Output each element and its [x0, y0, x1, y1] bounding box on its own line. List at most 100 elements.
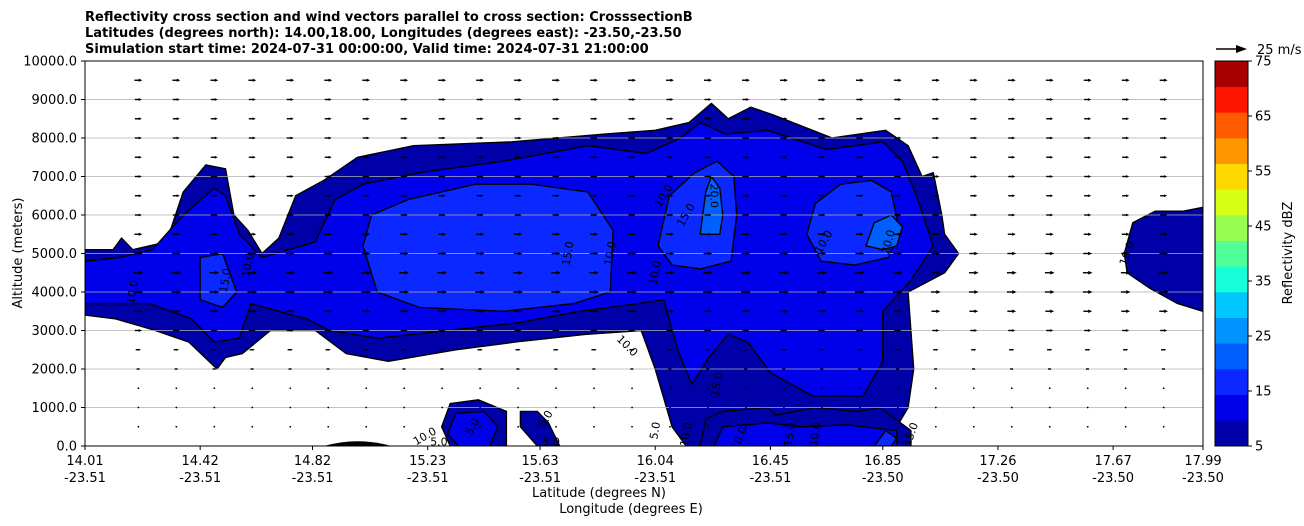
contour-label: 10.0 [678, 421, 695, 447]
wind-vector [403, 425, 406, 428]
wind-vector [1048, 425, 1051, 428]
wind-vector [930, 290, 941, 294]
wind-vector [1008, 155, 1016, 159]
wind-vector [1122, 175, 1130, 178]
contour-label: 10.0 [602, 240, 619, 266]
wind-vector [248, 175, 256, 178]
wind-vector [666, 175, 674, 178]
wind-vector [970, 98, 978, 101]
wind-vector [247, 270, 258, 275]
wind-vector [628, 213, 636, 217]
wind-vector [286, 232, 295, 236]
wind-vector [893, 309, 903, 314]
x-tick-label-lon: -23.51 [407, 471, 449, 486]
wind-vector [630, 368, 634, 370]
wind-vector [1122, 213, 1130, 217]
wind-vector [741, 251, 751, 256]
wind-vector [362, 136, 370, 140]
wind-vector [1045, 309, 1055, 314]
wind-vector [327, 425, 330, 428]
wind-vector [365, 425, 368, 428]
wind-vector [1082, 290, 1093, 294]
wind-vector [514, 136, 522, 140]
contour-label: 15.0 [560, 240, 577, 266]
wind-vector [1045, 232, 1054, 236]
wind-vector [1048, 406, 1051, 409]
wind-vector [399, 270, 410, 275]
wind-vector [172, 213, 180, 217]
wind-vector [171, 270, 182, 275]
wind-vector [172, 194, 180, 198]
wind-vector [894, 213, 902, 217]
wind-vector [479, 406, 482, 409]
wind-vector [628, 194, 636, 198]
wind-vector [402, 368, 406, 370]
wind-vector [969, 251, 979, 256]
contour-label: 20.0 [879, 228, 898, 255]
wind-vector [858, 406, 861, 409]
wind-vector [818, 329, 826, 332]
wind-vector [1083, 251, 1093, 256]
wind-vector [136, 368, 141, 370]
contour-label: 20.0 [708, 184, 721, 209]
wind-vector [137, 406, 140, 409]
wind-vector [555, 425, 557, 428]
quiver-key: 25 m/s [1216, 43, 1302, 58]
wind-vector [782, 368, 786, 370]
wind-vector [286, 329, 294, 332]
wind-vector [893, 251, 903, 256]
wind-vector [325, 348, 331, 351]
wind-vector [821, 387, 823, 390]
wind-vector [289, 406, 292, 409]
wind-vector [213, 387, 216, 390]
wind-vector [479, 425, 482, 428]
y-axis: 0.0 1000.0 2000.0 3000.0 4000.0 5000.0 6000.0 7… [23, 55, 85, 455]
wind-vector [666, 329, 674, 332]
wind-vector [172, 329, 180, 332]
wind-vector [288, 368, 293, 370]
wind-vector [742, 175, 750, 178]
wind-vector [552, 194, 560, 198]
wind-vector [1159, 251, 1169, 256]
colorbar-frame [1214, 60, 1249, 447]
wind-vector [896, 406, 899, 409]
wind-vector [173, 348, 179, 351]
wind-vector [666, 213, 674, 217]
x-axis-label-longitude: Longitude (degrees E) [559, 502, 703, 517]
wind-vector [399, 309, 409, 314]
wind-vector [248, 78, 257, 82]
wind-vector [856, 175, 864, 178]
contour-region-15dbz [199, 252, 238, 309]
wind-vector [361, 290, 372, 294]
wind-vector [780, 117, 788, 121]
contour-region-20dbz [865, 214, 904, 251]
wind-vector [210, 329, 218, 332]
wind-vector [1122, 329, 1130, 332]
wind-vector [932, 155, 940, 159]
wind-vector [172, 136, 180, 140]
wind-vector [780, 98, 788, 101]
wind-vector [968, 290, 979, 294]
colorbar-swatch-55 [1215, 163, 1248, 190]
wind-vector [893, 232, 902, 236]
wind-vector [745, 425, 747, 428]
wind-vector [970, 117, 978, 121]
wind-vector [515, 348, 521, 351]
x-tick-label-lon: -23.50 [862, 471, 904, 486]
wind-vector [137, 425, 140, 428]
wind-vector [1121, 78, 1130, 82]
wind-vector [1084, 136, 1092, 140]
wind-vector [1044, 270, 1055, 275]
wind-vector [400, 155, 408, 159]
x-tick-label-lon: -23.51 [64, 471, 106, 486]
colorbar-swatch-15 [1215, 369, 1248, 395]
wind-vector [362, 98, 370, 101]
colorbar-tick-label: 65 [1255, 110, 1272, 125]
wind-vector [856, 136, 864, 140]
wind-vector [855, 78, 864, 82]
wind-vector [666, 232, 674, 236]
wind-vector [323, 290, 334, 294]
chart-title: Reflectivity cross section and wind vect… [85, 10, 693, 57]
wind-vector [361, 309, 371, 314]
wind-vector [1044, 290, 1055, 294]
